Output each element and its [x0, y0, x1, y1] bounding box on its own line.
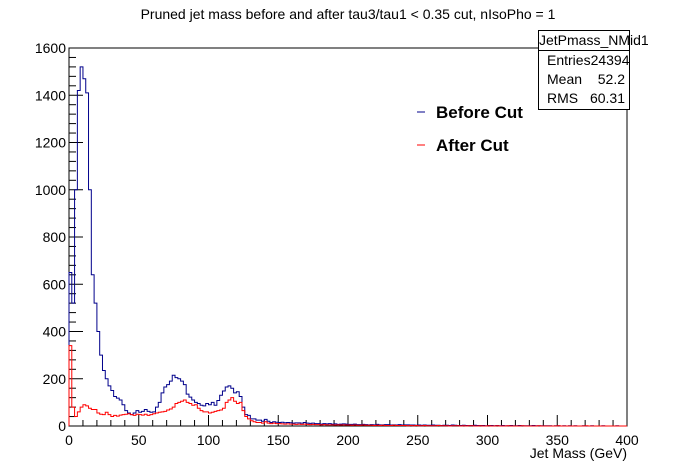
- y-tick-label: 200: [43, 371, 67, 387]
- stats-label: Entries: [547, 52, 591, 68]
- x-tick-label: 300: [476, 432, 500, 448]
- y-tick-label: 600: [43, 276, 67, 292]
- x-axis: 0 50 100 150 200 250 300 350 400: [65, 415, 639, 448]
- chart-title: Pruned jet mass before and after tau3/ta…: [141, 6, 556, 22]
- x-tick-label: 350: [546, 432, 570, 448]
- x-tick-label: 400: [615, 432, 639, 448]
- legend-label-after-cut: After Cut: [436, 136, 509, 155]
- stats-value: 24394: [590, 52, 630, 68]
- y-tick-label: 1200: [35, 135, 66, 151]
- y-tick-label: 1000: [35, 182, 66, 198]
- y-tick-label: 400: [43, 324, 67, 340]
- y-tick-label: 800: [43, 229, 67, 245]
- stats-value: 52.2: [597, 71, 625, 87]
- x-tick-label: 200: [336, 432, 360, 448]
- stats-label: RMS: [547, 90, 579, 106]
- legend: Before Cut After Cut: [417, 103, 523, 155]
- stats-value: 60.31: [589, 90, 625, 106]
- legend-label-before-cut: Before Cut: [436, 103, 523, 122]
- stats-row-rms: RMS 60.31: [539, 89, 629, 108]
- x-axis-label: Jet Mass (GeV): [530, 445, 627, 461]
- x-tick-label: 100: [197, 432, 221, 448]
- x-tick-label: 0: [65, 432, 73, 448]
- x-tick-label: 150: [267, 432, 291, 448]
- stats-label: Mean: [547, 71, 583, 87]
- stats-row-mean: Mean 52.2: [539, 70, 629, 89]
- x-tick-label: 250: [406, 432, 430, 448]
- stats-row-entries: Entries 24394: [539, 51, 630, 70]
- y-tick-label: 1600: [35, 40, 66, 56]
- y-tick-label: 0: [58, 418, 66, 434]
- stats-box: JetPmass_NMid1 Entries 24394 Mean 52.2 R…: [538, 30, 649, 110]
- y-tick-label: 1400: [35, 87, 66, 103]
- y-axis: 0 200 400 600 800 1000 1200 1400 1600: [35, 40, 83, 434]
- series-line-after-cut: [68, 345, 627, 427]
- stats-box-title: JetPmass_NMid1: [539, 31, 649, 51]
- series-line-before-cut: [68, 66, 627, 427]
- x-tick-label: 50: [131, 432, 147, 448]
- series-layer: [68, 66, 627, 427]
